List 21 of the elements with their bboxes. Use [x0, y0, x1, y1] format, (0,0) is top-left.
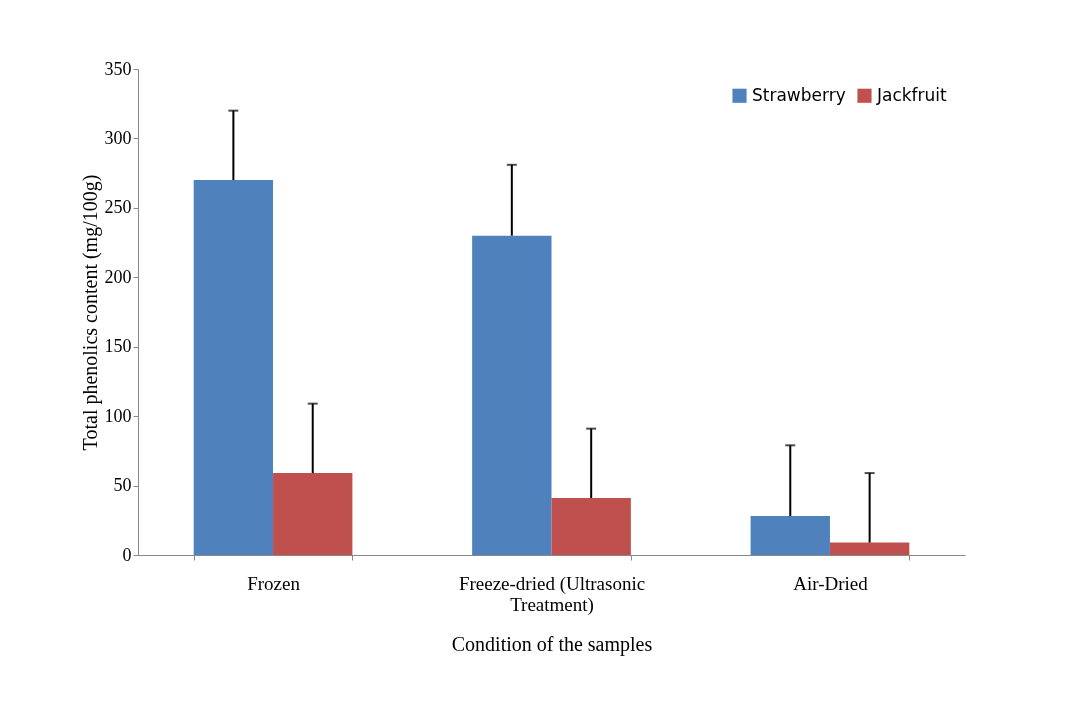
y-tick-label: 50	[113, 475, 132, 496]
legend-label: Strawberry	[752, 84, 846, 105]
y-tick-label: 200	[104, 266, 132, 287]
y-tick-label: 250	[104, 197, 132, 218]
x-tick-label: Freeze-dried (Ultrasonic Treatment)	[458, 572, 646, 616]
y-tick-label: 0	[122, 544, 132, 565]
x-tick-label: Frozen	[247, 572, 301, 594]
y-tick-label: 350	[104, 58, 132, 79]
bar	[273, 473, 353, 555]
y-tick-label: 300	[104, 127, 132, 148]
y-axis-title: Total phenolics content (mg/100g)	[78, 174, 102, 451]
bar	[472, 235, 552, 555]
bar	[750, 516, 830, 555]
bar	[551, 498, 631, 555]
y-tick-label: 100	[104, 405, 132, 426]
bar	[829, 542, 910, 555]
bar	[193, 180, 274, 555]
y-tick-label: 150	[104, 336, 132, 357]
x-tick-label: Air-Dried	[793, 572, 869, 594]
x-axis-title: Condition of the samples	[451, 632, 653, 656]
legend-label: Jackfruit	[876, 84, 948, 105]
